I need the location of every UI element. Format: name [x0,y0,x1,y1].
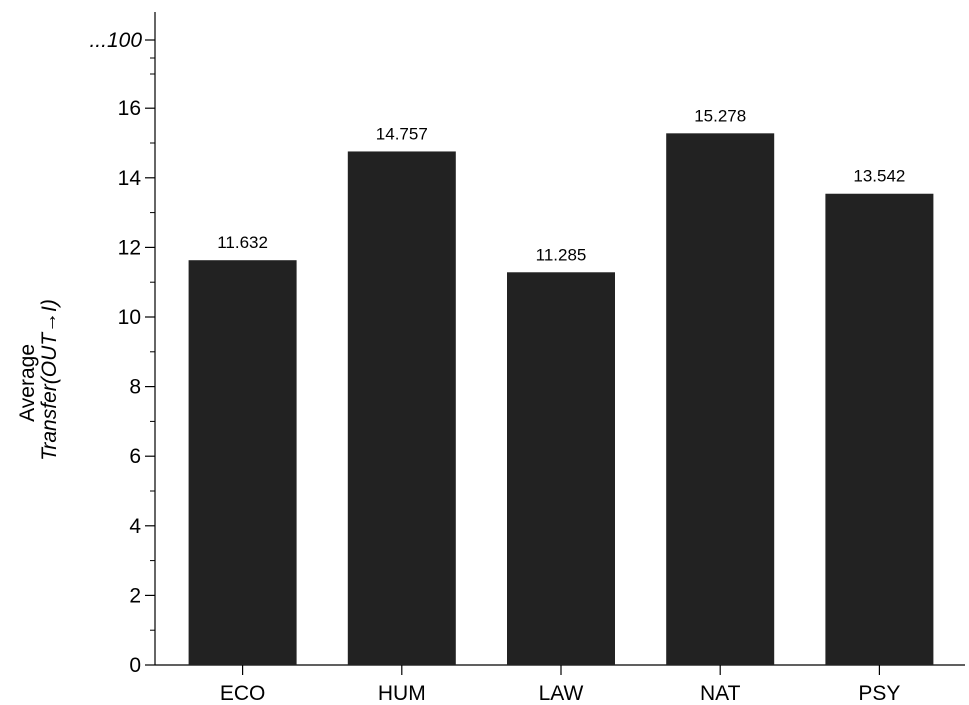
data-label-nat: 15.278 [694,106,746,125]
y-axis-title-line1: Average [16,344,39,422]
bar-hum [347,151,456,665]
y-tick-label: 2 [129,584,141,607]
y-tick-label: 14 [118,167,142,190]
bar-eco [188,260,297,665]
data-label-psy: 13.542 [853,167,905,186]
y-tick-label: 8 [129,376,141,399]
y-tick-label: 16 [118,97,141,120]
y-axis-title-line2: Transfer(OUT→I) [38,299,61,461]
data-label-hum: 14.757 [376,124,428,143]
y-axis-break-label: ...100 [89,29,142,52]
bar-nat [666,133,775,665]
data-label-eco: 11.632 [217,233,268,252]
y-tick-label: 4 [129,515,141,538]
x-tick-label-nat: NAT [700,682,741,705]
x-tick-label-hum: HUM [378,682,426,705]
y-tick-label: 12 [118,236,141,259]
x-tick-label-law: LAW [539,682,584,705]
x-axis: ECO HUM LAW NAT PSY [155,664,965,705]
bar-law [507,272,615,665]
data-label-law: 11.285 [536,245,587,264]
y-tick-label: 6 [129,445,141,468]
bars: 11.632 14.757 11.285 15.278 13.542 [188,106,934,665]
y-tick-label: 0 [129,654,141,677]
x-tick-label-eco: ECO [220,682,266,705]
x-tick-label-psy: PSY [858,682,900,705]
y-axis: 0 2 4 6 8 10 12 14 16 ...100 [89,12,156,677]
y-axis-title: Average Transfer(OUT→I) [16,299,61,461]
bar-psy [825,193,934,665]
y-tick-label: 10 [118,306,141,329]
